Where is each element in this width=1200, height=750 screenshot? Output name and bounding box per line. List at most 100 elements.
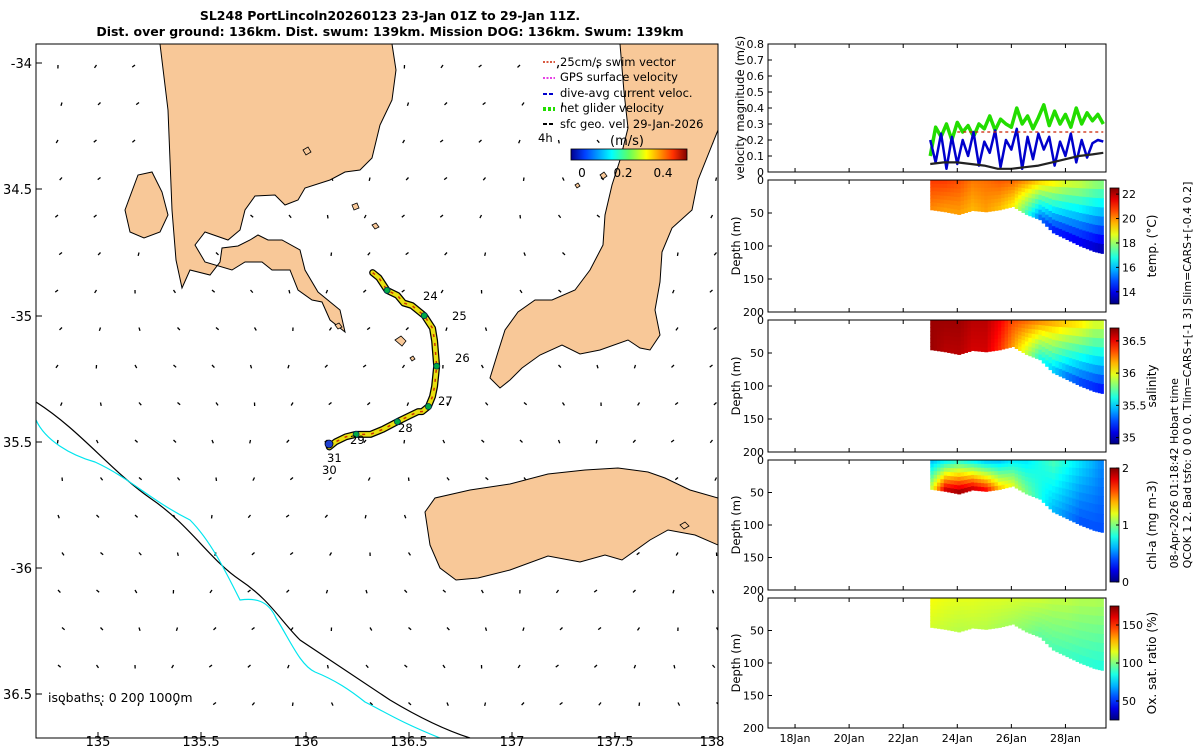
- chl-a-section-cell: [1014, 470, 1019, 475]
- chl-a-section-cell: [1075, 483, 1080, 493]
- kangaroo-island-land: [424, 467, 718, 581]
- sfc-velocity-arrow: [517, 664, 521, 669]
- temp-section-cell: [1014, 194, 1019, 199]
- temp-section-cell: [980, 195, 985, 201]
- temp-section-cell: [980, 180, 985, 185]
- temp-section-cell: [1095, 188, 1099, 199]
- chl-a-section-cell: [997, 481, 1002, 487]
- temp-section-cell: [953, 192, 958, 198]
- chl-a-section-cell: [1035, 478, 1039, 485]
- chl-a-section-cell: [1038, 489, 1043, 495]
- oxygen-section-cell: [950, 610, 955, 615]
- temp-section-cell: [1045, 180, 1050, 187]
- oxygen-section-cell: [953, 598, 958, 603]
- eyre-peninsula-land: [159, 44, 397, 334]
- salinity-section-cell: [1095, 382, 1099, 393]
- chl-a-section-cell: [1004, 460, 1009, 465]
- sfc-velocity-arrow: [138, 477, 143, 481]
- oxygen-section-cell: [997, 608, 1002, 614]
- oxygen-section-cell: [1024, 610, 1029, 616]
- salinity-section-cell: [950, 324, 955, 329]
- oxygen-section-cell: [980, 609, 985, 615]
- temp-section-cell: [1041, 217, 1046, 224]
- salinity-section-cell: [1065, 364, 1070, 373]
- temp-section-cell: [1100, 216, 1104, 227]
- sfc-velocity-arrow: [440, 64, 444, 69]
- oxygen-section-cell: [1048, 628, 1053, 636]
- salinity-section-cell: [1014, 330, 1019, 335]
- sfc-velocity-arrow: [401, 289, 405, 293]
- chl-a-section-cell: [1045, 477, 1050, 484]
- chl-a-section-cell: [964, 463, 969, 469]
- oxygen-section-cell: [930, 616, 935, 621]
- track-end-marker: [324, 439, 334, 449]
- temp-section-cell: [1031, 193, 1036, 200]
- oxygen-section-cell: [1055, 611, 1060, 619]
- salinity-section-cell: [1035, 343, 1039, 350]
- chl-a-section-cell: [1011, 469, 1016, 474]
- temp-section-cell: [1075, 220, 1080, 229]
- temp-section-cell: [950, 204, 955, 210]
- temp-section-cell: [943, 191, 948, 197]
- salinity-section-cell: [1068, 365, 1073, 375]
- temp-section-cell: [1041, 206, 1046, 213]
- oxygen-section-cell: [1068, 613, 1073, 622]
- oxygen-section-cell: [943, 613, 948, 619]
- oxygen-section-cell: [1078, 646, 1083, 656]
- temp-section-cell: [967, 195, 972, 201]
- chl-a-section-cell: [1097, 468, 1102, 479]
- salinity-section-cell: [933, 331, 938, 336]
- chl-a-section-cell: [1078, 500, 1083, 510]
- sfc-velocity-arrow: [713, 252, 717, 256]
- chl-a-section-cell: [1024, 476, 1029, 482]
- temp-section-cell: [1014, 183, 1019, 188]
- oxygen-section-cell: [1051, 598, 1056, 606]
- sfc-velocity-arrow: [598, 702, 602, 706]
- sfc-velocity-arrow: [93, 139, 97, 143]
- oxygen-section-cell: [940, 601, 945, 607]
- temp-section-cell: [957, 205, 962, 211]
- temp-section-cell: [950, 180, 955, 185]
- chl-a-section-cell: [1045, 465, 1050, 472]
- salinity-section-cell: [953, 336, 958, 342]
- salinity-section-cell: [1089, 363, 1094, 374]
- sfc-velocity-arrow: [446, 702, 449, 706]
- oxygen-section-cell: [1095, 651, 1099, 661]
- chl-a-section-cell: [943, 471, 948, 477]
- chl-a-section-cell: [1065, 503, 1070, 512]
- salinity-section-cell: [1078, 377, 1083, 387]
- chl-a-section-cell: [1055, 493, 1060, 501]
- temp-section-cell: [950, 192, 955, 198]
- chl-a-section-cell: [1001, 477, 1006, 482]
- oxygen-section-cell: [964, 609, 969, 615]
- temp-section-cell: [1041, 212, 1046, 219]
- chl-a-section-cell: [984, 460, 989, 465]
- chl-a-section-cell: [1062, 488, 1067, 497]
- oxygen-section-cell: [940, 598, 945, 603]
- temp-section-cell: [1078, 204, 1083, 214]
- salinity-section-cell: [1024, 350, 1029, 355]
- oxygen-section-cell: [1058, 598, 1063, 606]
- chl-a-section-cell: [1055, 506, 1060, 515]
- salinity-section-cell: [1072, 343, 1077, 352]
- salinity-section-cell: [1041, 352, 1046, 359]
- sfc-velocity-arrow: [556, 740, 559, 742]
- oxygen-section-cell: [1045, 609, 1050, 616]
- sfc-velocity-arrow: [632, 439, 636, 443]
- salinity-section-cell: [997, 320, 1002, 325]
- oxygen-section-cell: [1082, 656, 1087, 665]
- sfc-velocity-arrow: [442, 439, 446, 444]
- temp-section-cell: [1031, 189, 1036, 195]
- salinity-section-cell: [1085, 320, 1090, 330]
- chl-a-section-cell: [974, 467, 979, 472]
- oxygen-section-cell: [1085, 598, 1090, 608]
- sfc-velocity-arrow: [54, 214, 59, 218]
- temp-section-cell: [1068, 218, 1073, 227]
- chl-a-section-cell: [947, 479, 952, 485]
- temp-section-cell: [1011, 180, 1016, 184]
- small-islands: [302, 146, 690, 530]
- temp-colorbar-tick-label: 18: [1122, 237, 1136, 250]
- salinity-section-cell: [1038, 349, 1043, 356]
- oxygen-section-cell: [1092, 606, 1096, 617]
- sfc-velocity-arrow: [405, 177, 409, 181]
